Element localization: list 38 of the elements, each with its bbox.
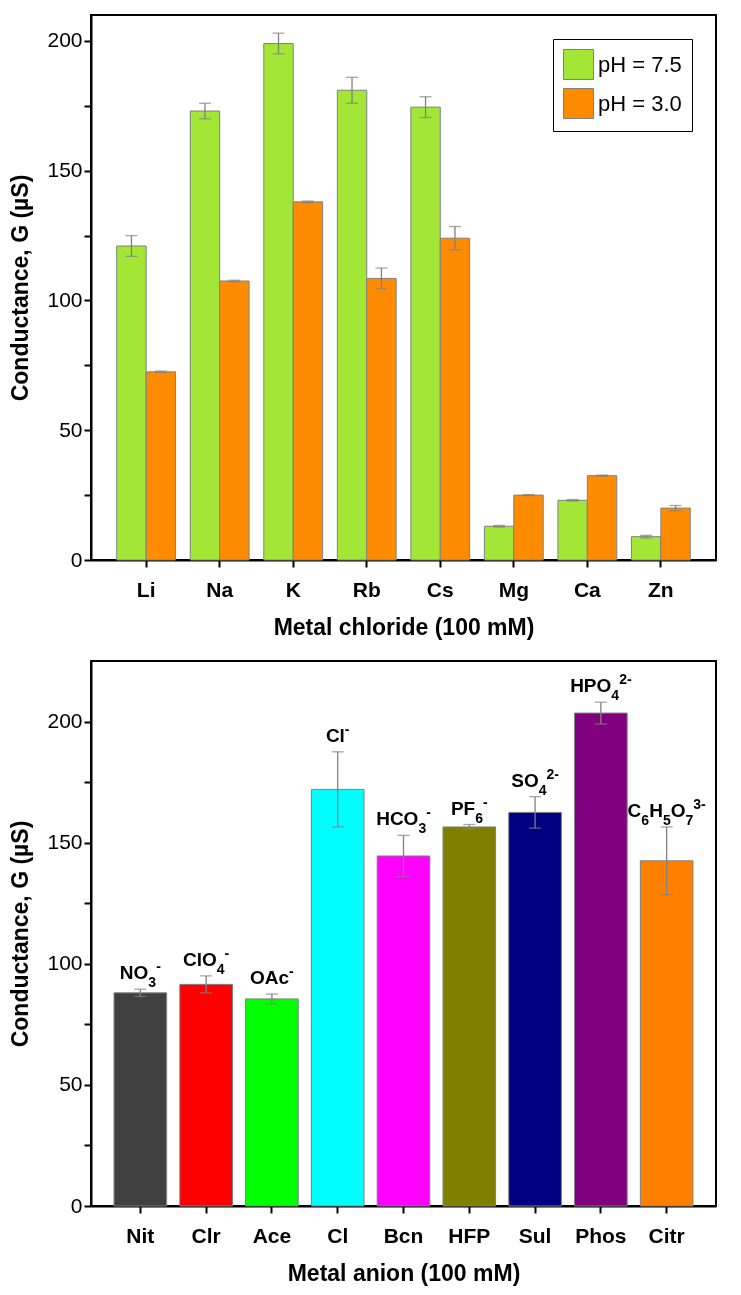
x-tick-label: Bcn (383, 1223, 424, 1247)
annotation: Cl$^{-}$ (325, 720, 350, 746)
x-tick-label: Phos (575, 1223, 627, 1247)
legend-label: pH = 7.5 (598, 51, 682, 77)
x-tick-label: HFP (448, 1223, 491, 1247)
y-tick-label: 0 (70, 547, 83, 571)
legend-label: pH = 3.0 (598, 90, 682, 116)
x-tick-label: Na (206, 577, 234, 601)
annotation: OAc$^{-}$ (250, 963, 295, 989)
y-tick-label: 200 (47, 709, 83, 733)
y-tick-label: 0 (70, 1193, 83, 1217)
y-axis-title: Conductance, G (µS) (7, 820, 34, 1048)
x-tick-label: Cl (327, 1223, 349, 1247)
x-tick-label: Li (136, 577, 156, 601)
y-tick-label: 150 (47, 158, 83, 182)
bar (245, 998, 299, 1207)
x-tick-label: Citr (648, 1223, 685, 1247)
x-tick-label: Zn (648, 577, 674, 601)
x-tick-label: K (285, 577, 301, 601)
y-tick-label: 100 (47, 951, 83, 975)
x-tick-label: Clr (191, 1223, 221, 1247)
y-tick-label: 200 (47, 28, 83, 52)
x-tick-label: Rb (352, 577, 381, 601)
y-tick-label: 150 (47, 830, 83, 854)
x-tick-label: Mg (498, 577, 529, 601)
y-tick-label: 50 (59, 1072, 83, 1096)
x-tick-label: Cs (426, 577, 454, 601)
y-tick-label: 50 (59, 417, 83, 441)
x-axis-title: Metal anion (100 mM) (287, 1259, 521, 1286)
bar (113, 992, 168, 1207)
x-tick-label: Sul (518, 1223, 552, 1247)
x-tick-label: Ace (252, 1223, 292, 1247)
x-tick-label: Ca (573, 577, 602, 601)
y-tick-label: 100 (47, 287, 83, 311)
x-tick-label: Nit (126, 1223, 155, 1247)
bar (442, 826, 497, 1207)
x-axis-title: Metal chloride (100 mM) (273, 613, 535, 640)
y-axis-title: Conductance, G (µS) (7, 174, 34, 402)
